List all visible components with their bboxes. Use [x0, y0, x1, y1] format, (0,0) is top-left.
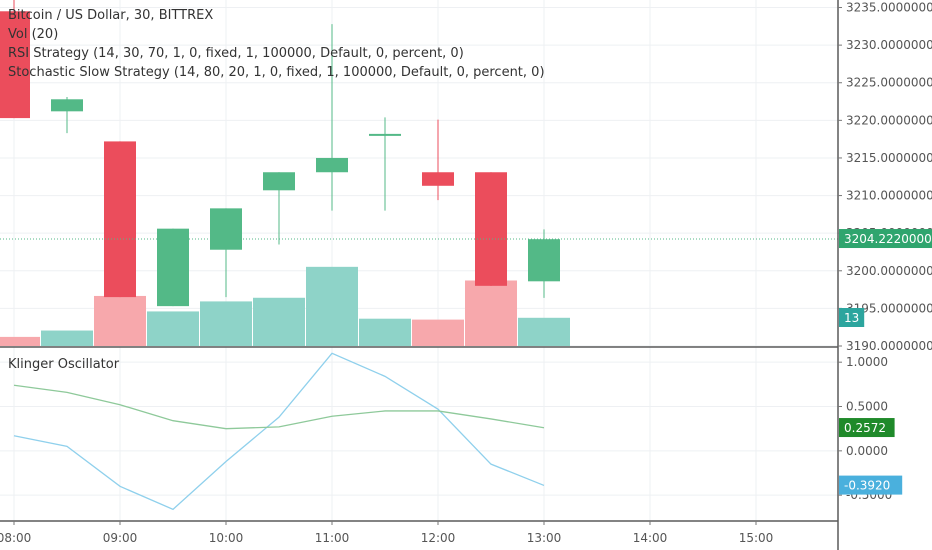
candle-body [157, 228, 189, 307]
time-tick-label: 10:00 [209, 531, 244, 545]
volume-bar [253, 297, 305, 346]
volume-bar [200, 301, 252, 346]
rsi-legend[interactable]: RSI Strategy (14, 30, 70, 1, 0, fixed, 1… [8, 46, 464, 61]
signal-value-badge: 0.2572 [844, 421, 886, 435]
candle-body [528, 239, 560, 282]
price-tick-label: 3230.00000000 [846, 38, 932, 52]
time-tick-label: 12:00 [421, 531, 456, 545]
candle-body [104, 141, 136, 298]
oscillator-tick-label: 0.0000 [846, 444, 888, 458]
time-tick-label: 09:00 [103, 531, 138, 545]
volume-bar [306, 266, 358, 346]
time-tick-label: 08:00 [0, 531, 31, 545]
candle-body [422, 172, 454, 186]
kvo-value-badge-bg [839, 475, 903, 495]
volume-bar [41, 330, 93, 346]
volume-legend[interactable]: Vol (20) [8, 27, 59, 42]
oscillator-tick-label: 0.5000 [846, 400, 888, 414]
volume-bar [412, 319, 464, 346]
price-tick-label: 3210.00000000 [846, 189, 932, 203]
grid-layer [0, 0, 838, 520]
time-tick-label: 14:00 [633, 531, 668, 545]
chart-title: Bitcoin / US Dollar, 30, BITTREX [8, 8, 214, 23]
price-tick-label: 3195.00000000 [846, 301, 932, 315]
volume-bar [518, 317, 570, 346]
candle-body [316, 157, 348, 173]
volume-bar [147, 311, 199, 346]
price-tick-label: 3190.00000000 [846, 339, 932, 353]
price-tick-label: 3225.00000000 [846, 76, 932, 90]
candle-body [0, 11, 30, 119]
klinger-legend[interactable]: Klinger Oscillator [8, 357, 120, 372]
last-volume-badge: 13 [844, 311, 859, 325]
candle-body [210, 208, 242, 250]
candle-body [263, 172, 295, 191]
stochastic-legend[interactable]: Stochastic Slow Strategy (14, 80, 20, 1,… [8, 65, 545, 80]
volume-bar [0, 336, 40, 346]
price-tick-label: 3200.00000000 [846, 264, 932, 278]
candlesticks [0, 0, 838, 307]
time-tick-label: 13:00 [527, 531, 562, 545]
volume-bar [465, 280, 517, 346]
volume-bars [0, 266, 570, 346]
candle-body [51, 99, 83, 112]
candle-body [475, 172, 507, 286]
klinger-lines [13, 352, 545, 511]
last-price-badge: 3204.22200000 [844, 232, 932, 246]
kvo-value-badge: -0.3920 [844, 479, 890, 493]
klinger-kvo-line [13, 352, 545, 511]
chart-frame [0, 0, 839, 550]
signal-value-badge-bg [839, 418, 895, 438]
volume-bar [359, 318, 411, 346]
candle-body [369, 133, 401, 136]
time-tick-label: 11:00 [315, 531, 350, 545]
klinger-signal-line [13, 384, 545, 430]
price-tick-label: 3215.00000000 [846, 151, 932, 165]
time-tick-label: 15:00 [739, 531, 774, 545]
oscillator-tick-label: 1.0000 [846, 355, 888, 369]
price-tick-label: 3220.00000000 [846, 113, 932, 127]
last-volume-badge-bg [839, 308, 865, 327]
price-tick-label: 3235.00000000 [846, 1, 932, 15]
volume-bar [94, 295, 146, 346]
last-price-badge-bg [839, 229, 932, 249]
